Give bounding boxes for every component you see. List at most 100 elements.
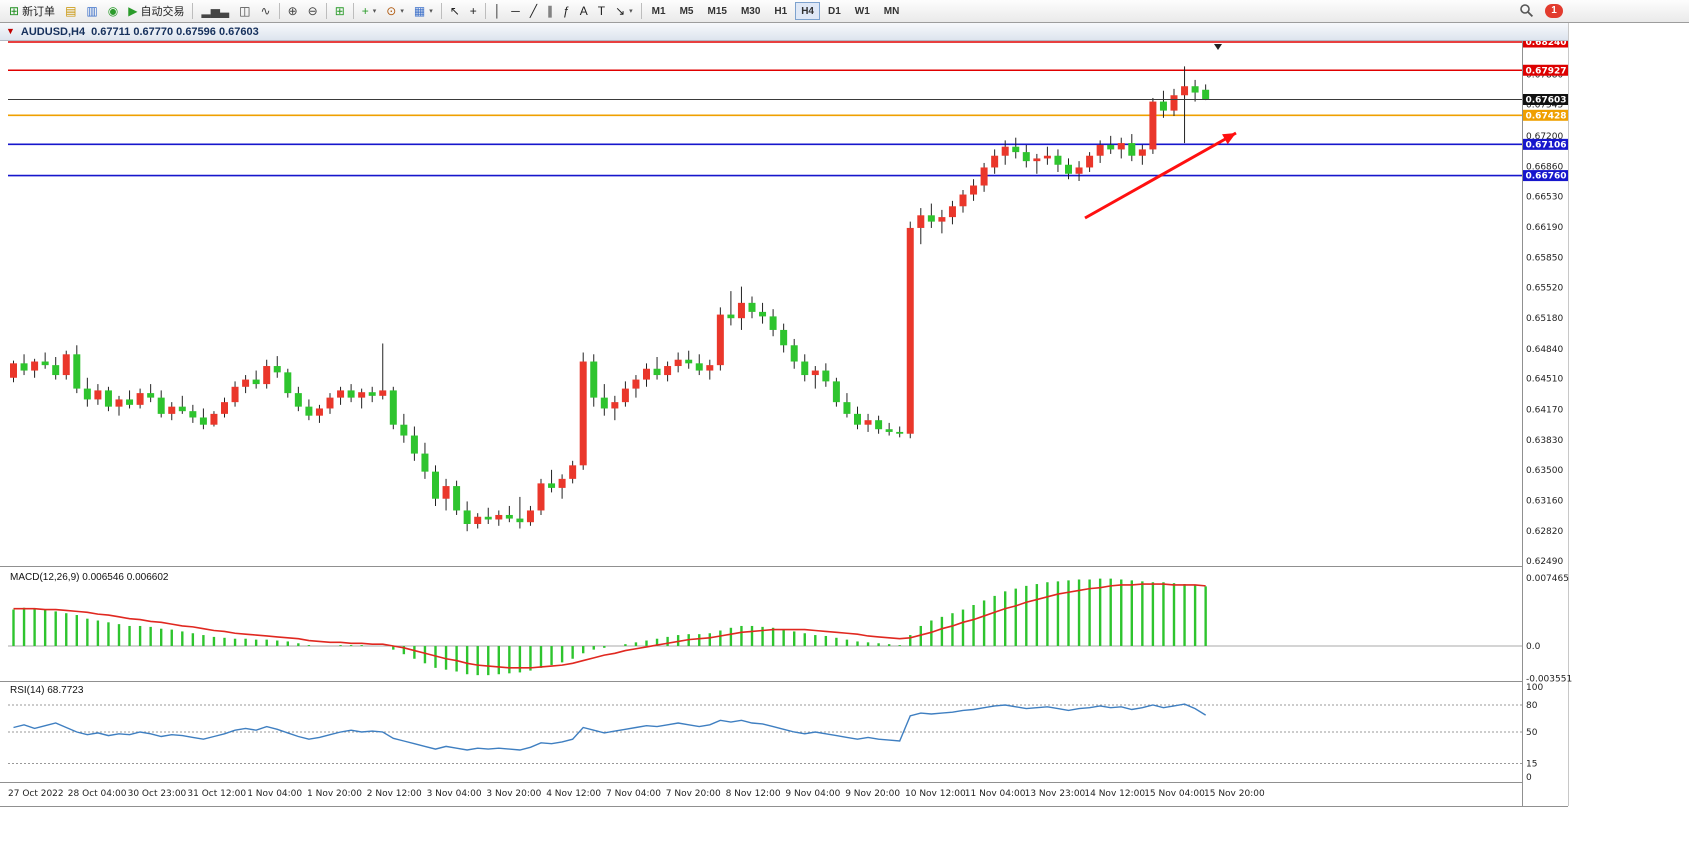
- fibonacci-button[interactable]: ƒ: [559, 2, 574, 21]
- bar-chart-button[interactable]: ▂▅▃: [197, 2, 233, 21]
- candle-body: [875, 420, 883, 430]
- time-axis[interactable]: [0, 784, 1568, 806]
- time-axis-label: 31 Oct 12:00: [187, 789, 246, 799]
- rsi-line: [13, 703, 1207, 751]
- line-chart-button[interactable]: ∿: [257, 2, 275, 21]
- time-axis-label: 7 Nov 04:00: [606, 789, 661, 799]
- arrows-button[interactable]: ↘ ▾: [611, 2, 637, 21]
- cursor-button[interactable]: ↖: [446, 2, 464, 21]
- candle-body: [10, 363, 17, 378]
- channel-button[interactable]: ∥: [543, 2, 557, 21]
- template-icon: ▦: [413, 4, 426, 18]
- candle-body: [980, 167, 988, 186]
- toolbar-separator: [278, 3, 280, 19]
- candle-body: [1086, 155, 1094, 168]
- timeframe-button-m5[interactable]: M5: [674, 2, 700, 20]
- autotrading-button[interactable]: ▶ 自动交易: [124, 2, 188, 21]
- zoom-in-button[interactable]: ⊕: [284, 2, 302, 21]
- market-watch-button[interactable]: ◉: [104, 2, 122, 21]
- price-scale-label: 0.67200: [1526, 132, 1563, 142]
- horizontal-line-button[interactable]: ─: [507, 2, 524, 21]
- candle-body: [611, 402, 619, 409]
- shift-end-marker[interactable]: [1214, 44, 1222, 50]
- candle-body: [147, 393, 155, 398]
- new-order-button[interactable]: ⊞ 新订单: [5, 2, 59, 21]
- timeframe-button-m1[interactable]: M1: [646, 2, 672, 20]
- cursor-icon: ↖: [449, 4, 460, 18]
- price-scale[interactable]: [1523, 41, 1568, 806]
- price-badge-label: 0.67106: [1526, 140, 1567, 150]
- candle-body: [495, 514, 503, 520]
- price-scale-label: 0.67545: [1526, 101, 1563, 111]
- indicators-button[interactable]: + ▾: [358, 2, 381, 21]
- candle-body: [959, 194, 967, 207]
- price-scale-label: 0.63160: [1526, 497, 1563, 507]
- toolbar-right: 1: [1514, 1, 1563, 20]
- periods-button[interactable]: ⊙ ▾: [382, 2, 408, 21]
- candle-body: [83, 388, 91, 400]
- timeframe-button-h4[interactable]: H4: [795, 2, 820, 20]
- timeframe-button-d1[interactable]: D1: [822, 2, 847, 20]
- candle-body: [379, 390, 387, 396]
- candle-body: [854, 413, 861, 425]
- timeframe-button-h1[interactable]: H1: [768, 2, 793, 20]
- candle-body: [41, 361, 49, 366]
- trendline-button[interactable]: ╱: [526, 2, 541, 21]
- chart-symbol-period: AUDUSD,H4: [20, 25, 86, 38]
- label-button[interactable]: T: [594, 2, 609, 21]
- candle-body: [526, 510, 534, 523]
- line-chart-icon: ∿: [260, 4, 271, 18]
- vertical-line-button[interactable]: │: [490, 2, 506, 21]
- candle-body: [548, 483, 556, 488]
- candle-body: [600, 397, 608, 409]
- candle-body: [421, 453, 429, 472]
- candle-body: [1202, 89, 1210, 100]
- price-scale-label: 0.62820: [1526, 527, 1563, 537]
- candle-body: [126, 399, 134, 405]
- candle-body: [685, 359, 693, 364]
- timeframe-button-m15[interactable]: M15: [701, 2, 732, 20]
- profiles-button[interactable]: ▤: [61, 2, 80, 21]
- candle-body: [1012, 146, 1020, 153]
- zoom-out-button[interactable]: ⊖: [304, 2, 322, 21]
- text-button[interactable]: A: [576, 2, 592, 21]
- candle-body: [273, 366, 281, 373]
- autotrading-button-label: 自动交易: [140, 6, 185, 18]
- charts-button[interactable]: ▥: [82, 2, 101, 21]
- tile-windows-icon: ⊞: [334, 4, 345, 18]
- candle-body: [389, 390, 397, 425]
- time-axis-label: 15 Nov 04:00: [1144, 789, 1205, 799]
- candlestick-button[interactable]: ◫: [235, 2, 254, 21]
- time-axis-label: 8 Nov 12:00: [726, 789, 781, 799]
- timeframe-button-m30[interactable]: M30: [735, 2, 766, 20]
- candle-body: [1107, 144, 1115, 150]
- candle-body: [558, 478, 566, 488]
- candlestick-icon: ◫: [239, 4, 251, 18]
- candle-body: [474, 516, 482, 524]
- candle-body: [653, 368, 661, 376]
- trend-arrow-annotation[interactable]: [1084, 131, 1237, 220]
- timeframe-button-mn[interactable]: MN: [878, 2, 906, 20]
- candle-body: [832, 381, 840, 403]
- candle-body: [1181, 86, 1189, 96]
- candle-body: [189, 411, 197, 418]
- time-axis-label: 28 Oct 04:00: [68, 789, 127, 799]
- crosshair-button[interactable]: +: [466, 2, 481, 21]
- toolbar-separator: [325, 3, 327, 19]
- candle-body: [822, 370, 830, 382]
- notification-badge[interactable]: 1: [1545, 3, 1563, 18]
- timeframe-button-w1[interactable]: W1: [849, 2, 876, 20]
- tile-windows-button[interactable]: ⊞: [331, 2, 349, 21]
- price-badge: [1523, 170, 1568, 182]
- search-button[interactable]: [1515, 1, 1538, 20]
- price-badge: [1523, 138, 1568, 150]
- candle-body: [199, 417, 207, 425]
- macd-scale-label: 0.007465: [1526, 574, 1569, 584]
- toolbar-separator: [440, 3, 442, 19]
- chart-titlebar[interactable]: ▼ AUDUSD,H4 0.67711 0.67770 0.67596 0.67…: [0, 23, 1568, 41]
- zoom-in-icon: ⊕: [287, 4, 298, 18]
- templates-button[interactable]: ▦ ▾: [410, 2, 437, 21]
- bar-chart-icon: ▂▅▃: [201, 4, 230, 18]
- toolbar-separator: [484, 3, 486, 19]
